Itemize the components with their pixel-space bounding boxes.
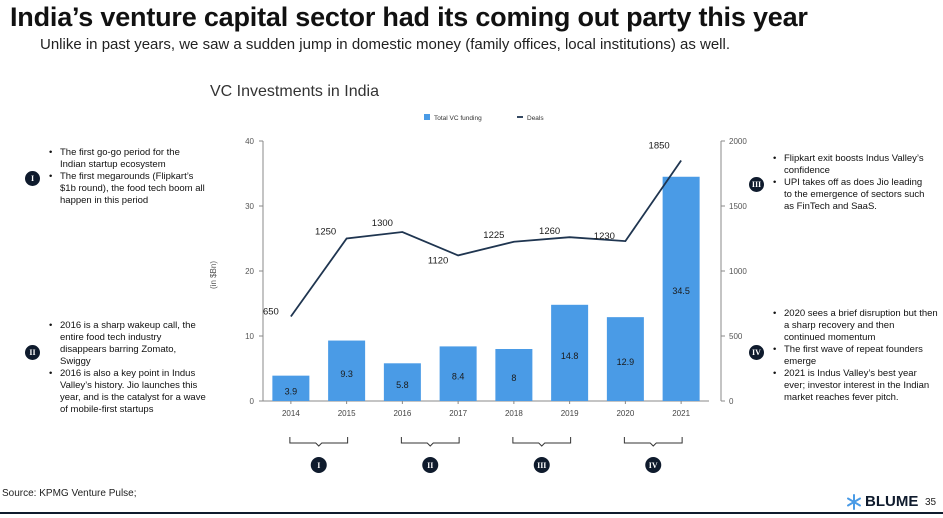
x-tick-label: 2021 [672, 409, 690, 418]
bar-2021 [662, 176, 700, 401]
y-tick-label: 10 [245, 332, 254, 341]
page-subtitle: Unlike in past years, we saw a sudden ju… [40, 36, 731, 53]
period-bracket-3 [512, 437, 572, 447]
note-item: UPI takes off as does Jio leading to the… [773, 177, 930, 213]
note-item: 2016 is also a key point in Indus Valley… [49, 368, 208, 416]
period-1-badge: I [25, 171, 40, 186]
notes-period-4: 2020 sees a brief disruption but then a … [772, 308, 938, 404]
period-3-badge: III [749, 177, 764, 192]
note-item: 2016 is a sharp wakeup call, the entire … [49, 320, 208, 368]
period-marker-label: III [537, 461, 546, 470]
period-bracket-2 [400, 437, 460, 447]
period-bracket-4 [623, 437, 683, 447]
deals-value-label: 1300 [372, 218, 393, 229]
bar-2015 [328, 340, 366, 401]
bar-value-label: 14.8 [561, 351, 579, 361]
period-bracket-1 [289, 437, 349, 447]
y-tick-label: 30 [245, 202, 254, 211]
note-item: 2021 is Indus Valley’s best year ever; i… [773, 368, 938, 404]
deals-value-label: 1850 [649, 141, 670, 152]
period-marker-label: IV [649, 461, 658, 470]
y-tick-label: 20 [245, 267, 254, 276]
chart-title: VC Investments in India [210, 83, 379, 100]
notes-period-3: Flipkart exit boosts Indus Valley’s conf… [772, 153, 930, 213]
page-number: 35 [925, 497, 937, 508]
bar-2020 [606, 317, 644, 401]
source-citation: Source: KPMG Venture Pulse; [2, 488, 137, 499]
notes-period-2: 2016 is a sharp wakeup call, the entire … [48, 320, 208, 416]
note-item: 2020 sees a brief disruption but then a … [773, 308, 938, 344]
note-item: The first wave of repeat founders emerge [773, 344, 938, 368]
bar-value-label: 8 [511, 373, 516, 383]
bar-2014 [272, 375, 310, 401]
bar-2018 [495, 349, 533, 401]
period-marker-label: II [427, 461, 433, 470]
y-tick-label: 40 [245, 137, 254, 146]
x-tick-label: 2014 [282, 409, 300, 418]
bottom-rule [0, 512, 943, 514]
bar-value-label: 5.8 [396, 380, 409, 390]
bar-2016 [383, 363, 421, 401]
period-marker-4 [645, 457, 662, 473]
x-tick-label: 2018 [505, 409, 523, 418]
deals-value-label: 1120 [428, 255, 448, 266]
x-tick-label: 2020 [616, 409, 634, 418]
y-axis-label: (in $Bn) [209, 261, 218, 289]
note-item: The first go-go period for the Indian st… [49, 147, 208, 171]
deals-value-label: 1230 [594, 231, 615, 242]
deals-value-label: 1260 [539, 226, 560, 237]
deals-line [290, 159, 682, 318]
y2-tick-label: 500 [729, 332, 743, 341]
bar-value-label: 8.4 [452, 372, 465, 382]
period-marker-3 [533, 457, 550, 473]
deals-value-label: 1225 [483, 230, 504, 241]
bar-value-label: 3.9 [285, 386, 298, 396]
snowflake-icon [847, 493, 861, 510]
note-item: Flipkart exit boosts Indus Valley’s conf… [773, 153, 930, 177]
y2-tick-label: 2000 [729, 137, 747, 146]
legend-swatch-funding [424, 114, 430, 120]
y2-tick-label: 1500 [729, 202, 747, 211]
bar-value-label: 12.9 [617, 357, 635, 367]
legend-label-funding: Total VC funding [434, 115, 482, 122]
notes-period-1: The first go-go period for the Indian st… [48, 147, 208, 207]
x-tick-label: 2016 [393, 409, 411, 418]
period-4-badge: IV [749, 345, 764, 360]
brand-logo: BLUME [846, 493, 918, 510]
brand-name: BLUME [865, 493, 919, 510]
period-marker-2 [422, 457, 439, 473]
bar-value-label: 9.3 [340, 369, 353, 379]
page-title: India’s venture capital sector had its c… [10, 2, 808, 32]
bar-value-label: 34.5 [672, 286, 690, 296]
note-item: The first megarounds (Flipkart’s $1b rou… [49, 171, 208, 207]
bar-2017 [439, 346, 477, 401]
x-tick-label: 2017 [449, 409, 467, 418]
x-tick-label: 2019 [561, 409, 579, 418]
y2-tick-label: 0 [729, 397, 734, 406]
legend-label-deals: Deals [527, 115, 544, 122]
period-2-badge: II [25, 345, 40, 360]
y2-tick-label: 1000 [729, 267, 747, 276]
deals-value-label: 1250 [315, 227, 336, 238]
period-marker-1 [310, 457, 327, 473]
period-marker-label: I [317, 461, 320, 470]
y-tick-label: 0 [250, 397, 255, 406]
bar-2019 [551, 304, 589, 401]
x-tick-label: 2015 [338, 409, 356, 418]
deals-value-label: 650 [263, 307, 279, 318]
